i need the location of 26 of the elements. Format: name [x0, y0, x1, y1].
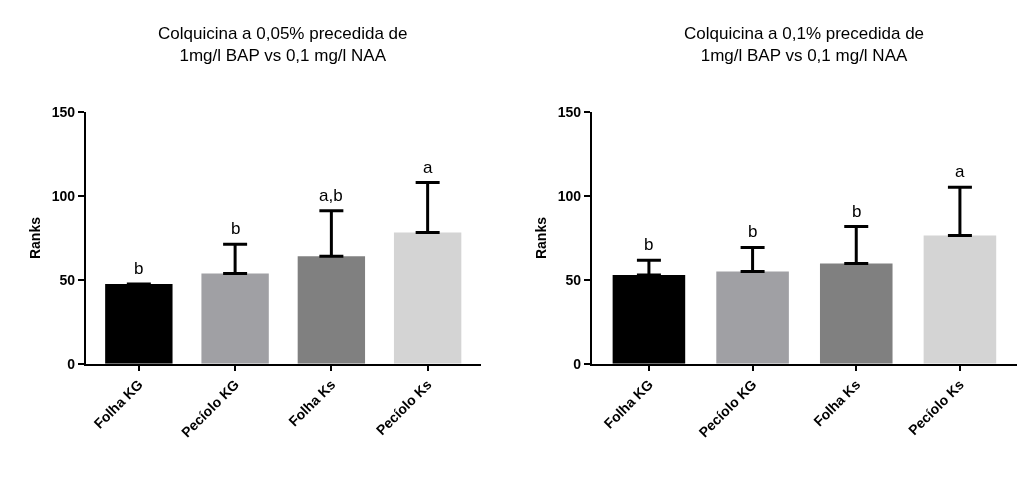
annotation: b [134, 259, 144, 278]
y-tick-label: 100 [51, 188, 76, 204]
y-tick-label: 50 [59, 271, 76, 288]
y-tick-label: 150 [51, 104, 76, 121]
annotation: a [423, 158, 433, 177]
y-tick-label: 150 [557, 104, 582, 121]
y-axis-title: Ranks [532, 216, 549, 260]
y-tick-label: 50 [565, 271, 582, 288]
y-axis-title: Ranks [26, 216, 43, 260]
chart-title: Colquicina a 0,1% precedida de 1mg/l BAP vs 0,1 mg/l NAA [684, 24, 925, 66]
annotation: b [644, 235, 654, 254]
bar [716, 271, 789, 364]
annotation: a,b [319, 186, 343, 205]
y-tick-label: 100 [557, 188, 582, 204]
bar [297, 256, 366, 364]
bar [819, 263, 893, 364]
annotation: a [955, 162, 965, 181]
annotation: b [748, 222, 758, 241]
bar [923, 235, 997, 364]
y-tick-label: 0 [573, 355, 582, 372]
y-tick-label: 0 [67, 355, 76, 372]
chart-title: Colquicina a 0,05% precedida de 1mg/l BAP vs 0,1 mg/l NAA [158, 24, 408, 66]
annotation: b [852, 202, 862, 221]
bar [393, 232, 462, 364]
bar [201, 273, 269, 364]
annotation: b [231, 219, 241, 238]
